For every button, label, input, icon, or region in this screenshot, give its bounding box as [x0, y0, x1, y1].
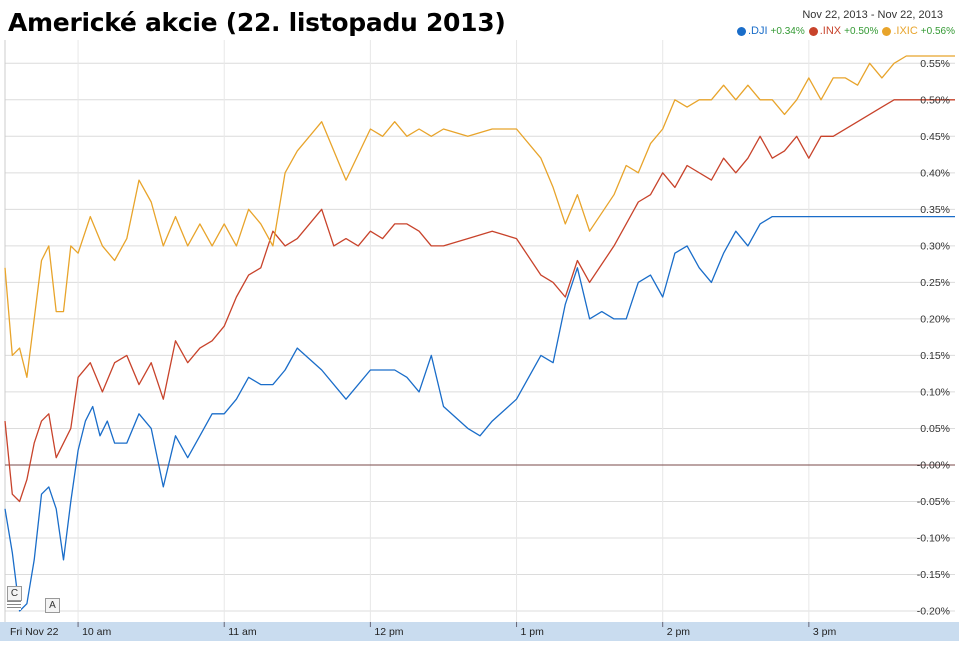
legend-name: .DJI	[747, 25, 768, 37]
legend-name: .IXIC	[893, 25, 918, 37]
x-tick-label: 12 pm	[374, 626, 403, 638]
y-tick-label: 0.35%	[920, 204, 950, 216]
y-tick-label: 0.55%	[920, 58, 950, 70]
legend-change: +0.56%	[920, 25, 955, 37]
annotation-marker-button[interactable]: A	[45, 598, 60, 613]
y-tick-label: 0.05%	[920, 423, 950, 435]
series-lines	[4, 55, 955, 612]
x-tick-label: 10 am	[82, 626, 111, 638]
legend-item[interactable]: .DJI +0.34%	[736, 25, 805, 37]
y-tick-label: -0.15%	[917, 569, 950, 581]
y-tick-label: 0.25%	[920, 277, 950, 289]
series-line-ixic	[4, 55, 955, 378]
y-tick-label: 0.15%	[920, 350, 950, 362]
list-icon	[7, 601, 21, 610]
grid-lines	[4, 40, 955, 622]
y-tick-label: 0.20%	[920, 313, 950, 325]
y-tick-label: -0.00%	[917, 459, 950, 471]
y-tick-label: -0.20%	[917, 606, 950, 618]
x-tick-label: 11 am	[228, 626, 257, 638]
legend: .DJI +0.34% .INX +0.50% .IXIC +0.56%	[736, 25, 955, 37]
legend-dot-icon	[736, 26, 746, 36]
y-tick-label: 0.10%	[920, 386, 950, 398]
y-tick-label: -0.10%	[917, 533, 950, 545]
x-tick-label: 2 pm	[667, 626, 691, 638]
chart-title: Americké akcie (22. listopadu 2013)	[8, 8, 506, 37]
y-tick-label: -0.05%	[917, 496, 950, 508]
y-tick-label: 0.40%	[920, 167, 950, 179]
time-axis-bar: Fri Nov 22 10 am 11 am 12 pm 1 pm 2 pm 3 pm	[0, 622, 959, 641]
legend-item[interactable]: .IXIC +0.56%	[882, 25, 955, 37]
legend-change: +0.50%	[844, 25, 879, 37]
legend-dot-icon	[808, 26, 818, 36]
y-tick-label: 0.45%	[920, 131, 950, 143]
y-tick-label: 0.50%	[920, 94, 950, 106]
legend-dot-icon	[882, 26, 892, 36]
x-tick-label: Fri Nov 22	[10, 626, 59, 638]
compact-view-button[interactable]: C	[7, 586, 22, 601]
date-range: Nov 22, 2013 - Nov 22, 2013	[802, 9, 943, 21]
x-tick-label: 1 pm	[521, 626, 545, 638]
x-tick-label: 3 pm	[813, 626, 837, 638]
x-axis: Fri Nov 22 10 am 11 am 12 pm 1 pm 2 pm 3 pm	[10, 622, 837, 638]
legend-name: .INX	[819, 25, 842, 37]
legend-item[interactable]: .INX +0.50%	[808, 25, 879, 37]
y-tick-label: 0.30%	[920, 240, 950, 252]
y-axis-labels: 0.55% 0.50% 0.45% 0.40% 0.35% 0.30% 0.25% 0.20%…	[917, 58, 950, 618]
legend-change: +0.34%	[770, 25, 805, 37]
series-line-dji	[4, 215, 955, 612]
series-line-inx	[4, 99, 955, 503]
